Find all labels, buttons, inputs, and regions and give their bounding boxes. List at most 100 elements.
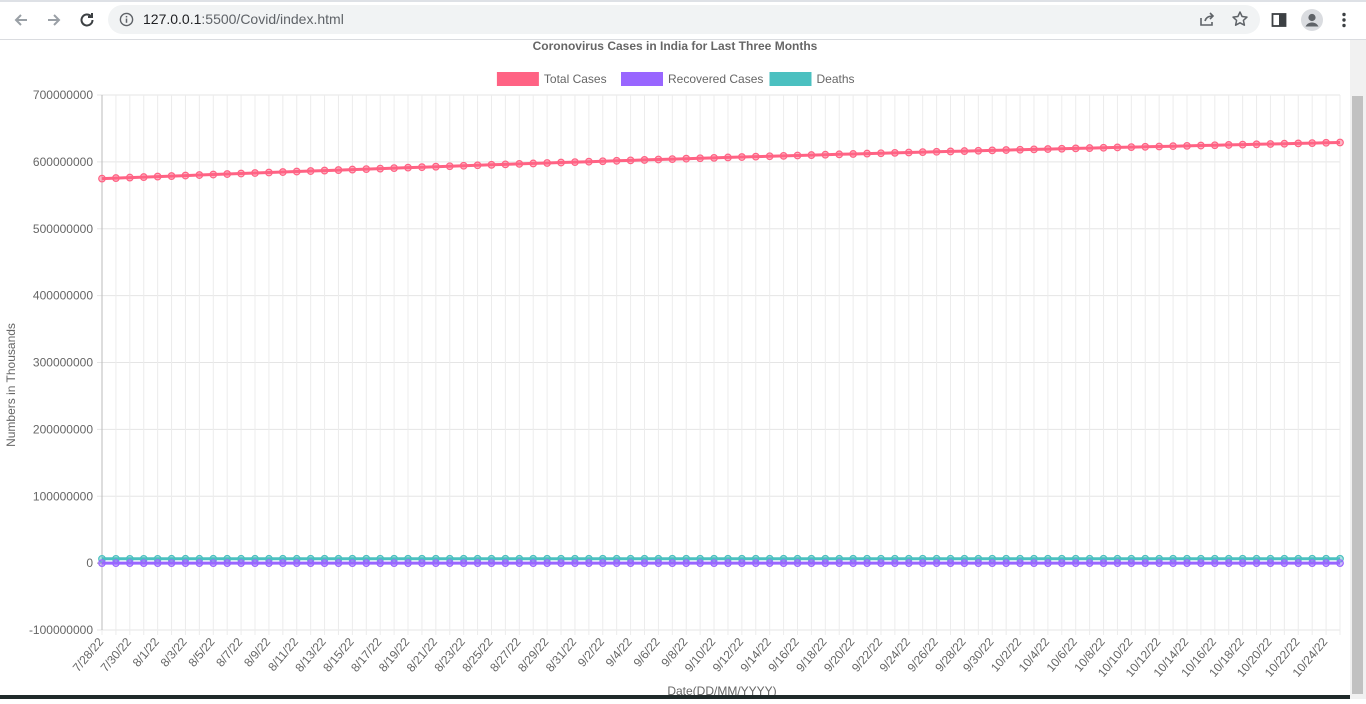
total-cases-point bbox=[1003, 147, 1010, 154]
covid-line-chart: -100000000010000000020000000030000000040… bbox=[0, 40, 1350, 699]
recovered-cases-point bbox=[766, 560, 773, 567]
recovered-cases-point bbox=[1031, 560, 1038, 567]
recovered-cases-point bbox=[683, 560, 690, 567]
page-scrollbar[interactable] bbox=[1350, 40, 1366, 699]
total-cases-point bbox=[780, 153, 787, 160]
x-tick-label: 9/2/22 bbox=[575, 635, 607, 670]
bookmark-button[interactable] bbox=[1228, 7, 1252, 31]
recovered-cases-point bbox=[1128, 560, 1135, 567]
total-cases-point bbox=[627, 157, 634, 164]
recovered-cases-point bbox=[794, 560, 801, 567]
total-cases-point bbox=[1072, 145, 1079, 152]
x-tick-label: 8/3/22 bbox=[158, 635, 190, 670]
total-cases-point bbox=[391, 165, 398, 172]
total-cases-point bbox=[725, 154, 732, 161]
total-cases-point bbox=[363, 166, 370, 173]
total-cases-point bbox=[377, 165, 384, 172]
recovered-cases-point bbox=[433, 560, 440, 567]
profile-button[interactable] bbox=[1300, 8, 1324, 32]
recovered-cases-point bbox=[572, 560, 579, 567]
recovered-cases-point bbox=[154, 560, 161, 567]
x-tick-label: 8/31/22 bbox=[543, 635, 580, 675]
recovered-cases-point bbox=[502, 560, 509, 567]
url-text[interactable]: 127.0.0.1:5500/Covid/index.html bbox=[143, 11, 344, 27]
forward-button[interactable] bbox=[42, 8, 66, 32]
recovered-cases-point bbox=[725, 560, 732, 567]
y-tick-label: -100000000 bbox=[29, 623, 93, 637]
recovered-cases-point bbox=[711, 560, 718, 567]
recovered-cases-point bbox=[349, 560, 356, 567]
total-cases-point bbox=[419, 164, 426, 171]
recovered-cases-point bbox=[961, 560, 968, 567]
chart-series bbox=[99, 139, 1344, 566]
total-cases-point bbox=[154, 173, 161, 180]
total-cases-point bbox=[1323, 139, 1330, 146]
recovered-cases-point bbox=[377, 560, 384, 567]
total-cases-point bbox=[127, 174, 134, 181]
total-cases-point bbox=[697, 155, 704, 162]
y-tick-label: 500000000 bbox=[33, 222, 93, 236]
total-cases-point bbox=[196, 172, 203, 179]
legend-item-deaths[interactable]: Deaths bbox=[770, 72, 855, 86]
reload-button[interactable] bbox=[75, 8, 99, 32]
scrollbar-thumb[interactable] bbox=[1352, 96, 1363, 694]
recovered-cases-point bbox=[1212, 560, 1219, 567]
total-cases-point bbox=[586, 158, 593, 165]
side-panel-button[interactable] bbox=[1267, 8, 1291, 32]
total-cases-point bbox=[530, 160, 537, 167]
x-tick-label: 7/30/22 bbox=[98, 635, 135, 675]
recovered-cases-point bbox=[1100, 560, 1107, 567]
recovered-cases-point bbox=[850, 560, 857, 567]
recovered-cases-point bbox=[446, 560, 453, 567]
total-cases-point bbox=[335, 167, 342, 174]
recovered-cases-point bbox=[822, 560, 829, 567]
total-cases-point bbox=[933, 148, 940, 155]
total-cases-point bbox=[864, 150, 871, 157]
recovered-cases-point bbox=[599, 560, 606, 567]
total-cases-point bbox=[947, 148, 954, 155]
info-icon[interactable] bbox=[119, 12, 134, 27]
total-cases-point bbox=[113, 175, 120, 182]
x-tick-label: 9/6/22 bbox=[631, 635, 663, 670]
recovered-cases-point bbox=[1072, 560, 1079, 567]
total-cases-line bbox=[102, 143, 1340, 179]
share-button[interactable] bbox=[1195, 7, 1219, 31]
total-cases-point bbox=[1156, 143, 1163, 150]
recovered-cases-point bbox=[293, 560, 300, 567]
legend-swatch-deaths bbox=[770, 72, 812, 86]
recovered-cases-point bbox=[613, 560, 620, 567]
menu-button[interactable] bbox=[1332, 8, 1356, 32]
address-bar[interactable]: 127.0.0.1:5500/Covid/index.html bbox=[108, 5, 1260, 34]
recovered-cases-point bbox=[252, 560, 259, 567]
legend-item-recovered-cases[interactable]: Recovered Cases bbox=[621, 72, 763, 86]
share-icon bbox=[1198, 10, 1216, 28]
total-cases-point bbox=[794, 152, 801, 159]
back-button[interactable] bbox=[9, 8, 33, 32]
legend-label-total-cases: Total Cases bbox=[544, 72, 607, 86]
kebab-menu-icon bbox=[1335, 11, 1353, 29]
recovered-cases-point bbox=[989, 560, 996, 567]
total-cases-point bbox=[655, 156, 662, 163]
recovered-cases-point bbox=[140, 560, 147, 567]
recovered-cases-point bbox=[460, 560, 467, 567]
recovered-cases-point bbox=[627, 560, 634, 567]
total-cases-point bbox=[711, 155, 718, 162]
recovered-cases-point bbox=[1017, 560, 1024, 567]
y-axis-title: Numbers in Thousands bbox=[4, 323, 18, 447]
recovered-cases-point bbox=[196, 560, 203, 567]
y-tick-label: 600000000 bbox=[33, 155, 93, 169]
recovered-cases-point bbox=[1003, 560, 1010, 567]
total-cases-point bbox=[1198, 142, 1205, 149]
recovered-cases-point bbox=[780, 560, 787, 567]
total-cases-point bbox=[238, 170, 245, 177]
recovered-cases-point bbox=[919, 560, 926, 567]
total-cases-point bbox=[1239, 141, 1246, 148]
total-cases-point bbox=[446, 163, 453, 170]
recovered-cases-point bbox=[1295, 560, 1302, 567]
reload-icon bbox=[78, 11, 96, 29]
recovered-cases-point bbox=[516, 560, 523, 567]
total-cases-point bbox=[1058, 145, 1065, 152]
legend-item-total-cases[interactable]: Total Cases bbox=[497, 72, 607, 86]
total-cases-point bbox=[516, 161, 523, 168]
y-tick-label: 300000000 bbox=[33, 356, 93, 370]
